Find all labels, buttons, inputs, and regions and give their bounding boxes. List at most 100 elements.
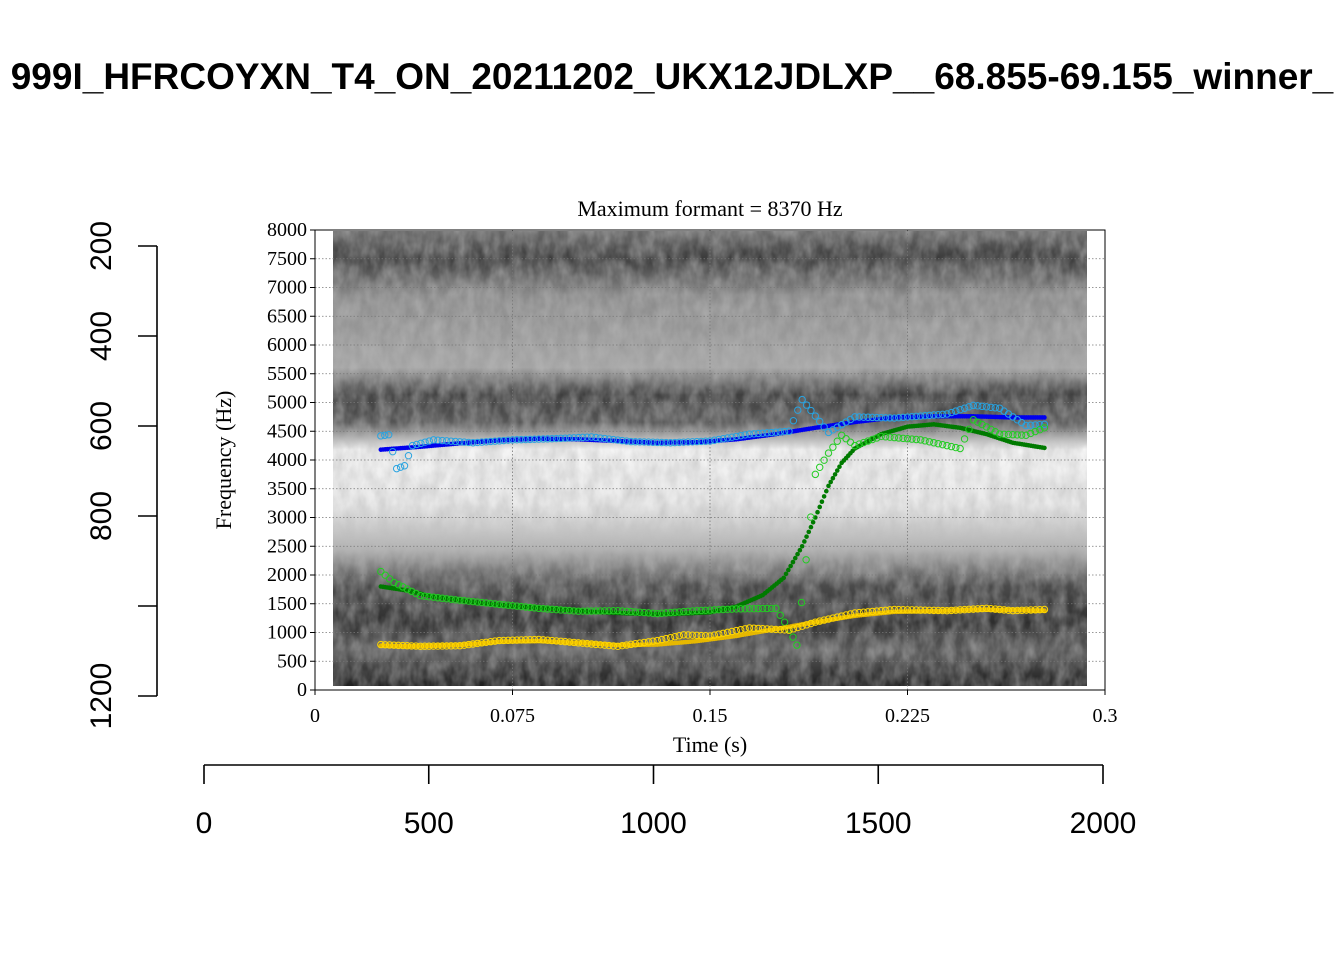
data-point [737, 431, 745, 440]
data-point [552, 637, 561, 645]
data-point [824, 615, 833, 623]
data-point [767, 604, 776, 613]
data-point [688, 631, 697, 639]
data-point [399, 641, 407, 650]
outer-bottom-tick-label: 0 [196, 807, 213, 840]
outer-bottom-tick-label: 1500 [845, 807, 912, 840]
data-point [947, 442, 956, 451]
data-point [658, 438, 666, 447]
data-point [631, 438, 640, 446]
data-point [653, 636, 662, 645]
data-point [504, 436, 512, 444]
data-point [679, 438, 688, 446]
data-point [802, 556, 810, 564]
data-point [561, 638, 569, 646]
data-point [587, 433, 596, 441]
data-point [666, 439, 675, 447]
data-point [438, 594, 446, 602]
data-point [912, 606, 920, 614]
data-point [715, 630, 723, 638]
y-tick-label: 500 [277, 650, 307, 672]
data-point [903, 413, 912, 421]
data-point [517, 435, 525, 444]
data-point [732, 626, 741, 635]
data-point [513, 636, 521, 644]
data-point [622, 437, 631, 445]
data-point [925, 438, 934, 446]
data-point [916, 436, 925, 444]
data-point [513, 436, 521, 444]
outer-left-tick-label: 1200 [85, 663, 118, 730]
data-point [434, 642, 442, 650]
data-point [425, 437, 433, 445]
data-point [684, 438, 692, 446]
series-f2-smooth [378, 422, 1047, 617]
data-point [627, 437, 635, 446]
data-point [810, 519, 816, 525]
data-point [723, 605, 732, 614]
data-point [974, 605, 982, 613]
data-point [719, 629, 727, 637]
data-point [786, 567, 791, 573]
data-point [451, 437, 460, 446]
data-point [851, 609, 859, 617]
data-point [802, 401, 811, 409]
data-point [715, 435, 723, 444]
data-point [811, 618, 820, 626]
data-point [394, 580, 403, 589]
data-point [636, 438, 644, 446]
data-point [464, 438, 473, 447]
data-point [482, 599, 490, 607]
data-point [583, 607, 591, 615]
data-point [679, 607, 688, 616]
data-point [400, 462, 409, 470]
data-point [754, 604, 762, 613]
y-tick-label: 6500 [267, 305, 307, 327]
data-point [991, 404, 999, 412]
data-point [552, 605, 561, 614]
data-point [631, 640, 640, 648]
data-point [820, 456, 828, 464]
data-point [719, 605, 727, 614]
data-point [377, 640, 385, 649]
data-point [1040, 424, 1049, 432]
data-point [565, 434, 574, 442]
data-point [886, 606, 894, 614]
data-point [592, 640, 600, 649]
data-point [381, 431, 389, 439]
data-point [1018, 606, 1026, 615]
data-point [404, 451, 413, 460]
data-point [688, 438, 697, 446]
data-point [930, 411, 938, 419]
data-point [974, 418, 982, 426]
data-point [675, 608, 683, 616]
data-point [789, 633, 797, 641]
data-point [808, 524, 814, 530]
data-point [482, 438, 490, 446]
data-point [460, 438, 468, 446]
data-point [1026, 429, 1035, 438]
data-point [886, 433, 894, 441]
data-point [671, 608, 679, 616]
data-point [557, 637, 565, 646]
data-point [469, 439, 477, 447]
data-point [750, 604, 758, 613]
data-point [530, 604, 539, 612]
data-point [605, 607, 613, 615]
data-point [587, 640, 596, 648]
data-point [618, 641, 626, 650]
data-point [802, 621, 811, 629]
data-point [1013, 431, 1021, 439]
data-point [908, 412, 916, 421]
data-point [987, 425, 995, 434]
data-point [930, 439, 938, 447]
outer-bottom-tick-label: 500 [404, 807, 454, 840]
data-point [1022, 606, 1031, 614]
data-point [799, 543, 805, 549]
data-point [895, 434, 903, 442]
data-point [425, 593, 433, 601]
data-point [1004, 606, 1013, 614]
data-point [381, 571, 389, 579]
y-tick-label: 7500 [267, 248, 307, 270]
data-point [442, 595, 451, 603]
